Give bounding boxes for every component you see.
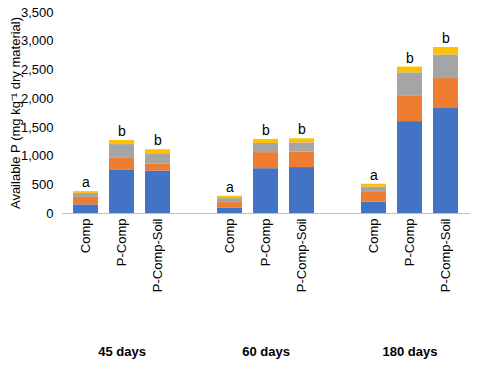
svg-text:500: 500	[32, 177, 54, 192]
svg-text:a: a	[226, 179, 234, 195]
svg-text:45 days: 45 days	[98, 344, 146, 359]
svg-text:180 days: 180 days	[383, 344, 438, 359]
svg-text:Available P (mg kg⁻¹ dry mater: Available P (mg kg⁻¹ dry material)	[8, 17, 23, 209]
svg-text:b: b	[442, 30, 450, 46]
svg-text:2,000: 2,000	[21, 91, 54, 106]
svg-text:a: a	[82, 174, 90, 190]
svg-text:b: b	[154, 132, 162, 148]
svg-text:P-Comp: P-Comp	[402, 219, 417, 267]
svg-text:P-Comp-Soil: P-Comp-Soil	[294, 218, 309, 292]
svg-text:b: b	[118, 123, 126, 139]
svg-text:b: b	[298, 121, 306, 137]
svg-text:P-Comp-Soil: P-Comp-Soil	[438, 218, 453, 292]
svg-text:3,500: 3,500	[21, 5, 54, 20]
svg-text:P-Comp: P-Comp	[114, 219, 129, 267]
svg-text:1,000: 1,000	[21, 148, 54, 163]
svg-text:1,500: 1,500	[21, 120, 54, 135]
svg-text:60 days: 60 days	[242, 344, 290, 359]
svg-text:P-Comp-Soil: P-Comp-Soil	[150, 218, 165, 292]
svg-text:P-Comp: P-Comp	[258, 219, 273, 267]
svg-text:Comp: Comp	[366, 219, 381, 254]
svg-text:3,000: 3,000	[21, 33, 54, 48]
svg-text:b: b	[262, 122, 270, 138]
svg-text:a: a	[370, 167, 378, 183]
svg-text:0: 0	[46, 206, 53, 221]
svg-text:2,500: 2,500	[21, 62, 54, 77]
svg-text:b: b	[406, 50, 414, 66]
svg-text:Comp: Comp	[78, 219, 93, 254]
svg-text:Comp: Comp	[222, 219, 237, 254]
